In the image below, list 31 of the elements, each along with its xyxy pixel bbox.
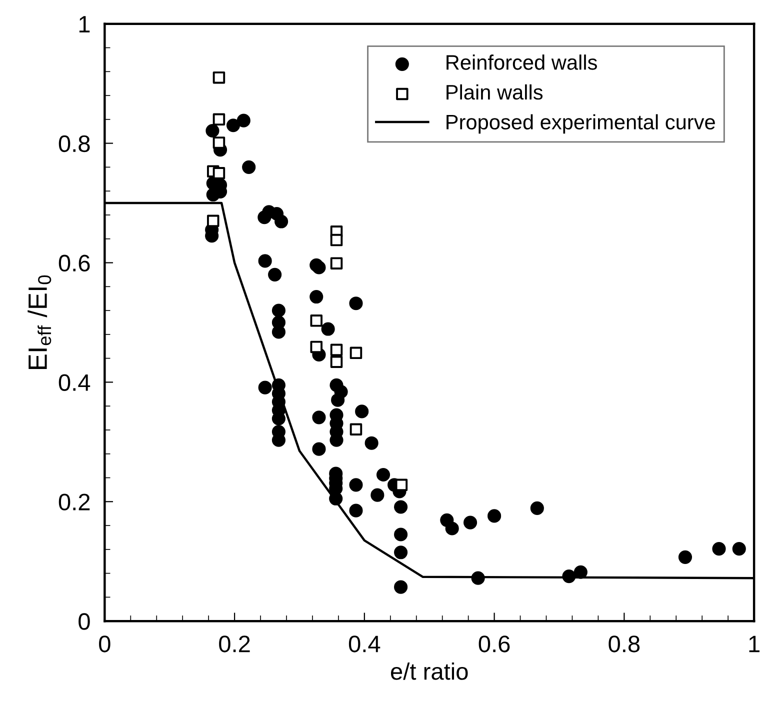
x-tick-label: 0.8: [608, 636, 640, 652]
point: [350, 346, 362, 360]
y-axis-title: EI$_{eff}$ /EI$_{0}$: [28, 275, 52, 369]
point: [212, 136, 226, 149]
point: [330, 257, 343, 270]
point: [350, 423, 362, 436]
x-tick-label: 0.2: [219, 636, 250, 652]
point: [330, 234, 343, 246]
y-tick-label: 0: [78, 613, 90, 630]
y-tick-label: 0.4: [58, 374, 90, 391]
x-tick-label: 1: [749, 636, 760, 652]
point: [330, 344, 343, 356]
y-tick-label: 1: [79, 16, 90, 32]
point: [310, 314, 322, 327]
point: [212, 113, 226, 126]
point: [212, 71, 226, 84]
point: [212, 167, 226, 180]
legend-label: Proposed experimental curve: [446, 114, 715, 134]
point: [330, 356, 343, 368]
x-tick-label: 0.4: [348, 636, 380, 652]
x-tick-label: 0: [99, 636, 110, 652]
point: [310, 340, 322, 354]
legend-label: Reinforced walls: [446, 54, 597, 70]
y-tick-label: 0.8: [58, 135, 90, 152]
point: [206, 214, 220, 228]
point: [395, 478, 408, 492]
x-tick-label: 0.6: [478, 636, 510, 652]
y-tick-label: 0.2: [58, 494, 90, 510]
y-tick-label: 0.6: [58, 254, 90, 272]
legend-label: Plain walls: [446, 84, 543, 100]
x-axis-title: e/t ratio: [391, 662, 468, 680]
